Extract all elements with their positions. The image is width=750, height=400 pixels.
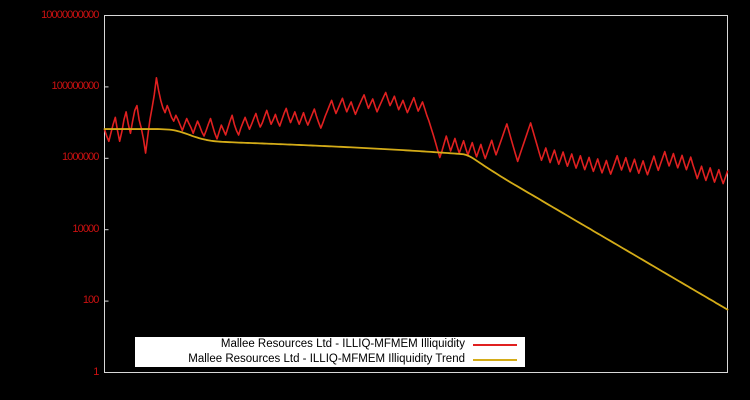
legend-swatch-illiquidity-trend <box>473 358 517 361</box>
legend-swatch-illiquidity <box>473 343 517 346</box>
legend-item-illiquidity[interactable]: Mallee Resources Ltd - ILLIQ-MFMEM Illiq… <box>135 337 525 352</box>
y-axis-tick-label: 10000 <box>72 222 99 235</box>
series-line-illiquidity-trend <box>103 128 729 311</box>
y-axis-tick-label: 100000000 <box>51 79 100 92</box>
series-line-illiquidity <box>103 76 729 185</box>
legend-label-illiquidity: Mallee Resources Ltd - ILLIQ-MFMEM Illiq… <box>220 338 465 350</box>
y-axis-tick-label: 10000000000 <box>41 8 99 21</box>
y-axis-tick-label: 100 <box>82 294 100 307</box>
data-series-layer <box>103 76 729 311</box>
y-axis-tick-label: 1000000 <box>61 151 99 164</box>
chart-legend: Mallee Resources Ltd - ILLIQ-MFMEM Illiq… <box>135 337 525 367</box>
y-axis-tick-marks <box>104 15 109 373</box>
plot-frame <box>104 15 728 373</box>
legend-label-illiquidity-trend: Mallee Resources Ltd - ILLIQ-MFMEM Illiq… <box>188 353 465 365</box>
legend-item-illiquidity-trend[interactable]: Mallee Resources Ltd - ILLIQ-MFMEM Illiq… <box>135 352 525 367</box>
y-axis-tick-label: 1 <box>93 365 99 378</box>
